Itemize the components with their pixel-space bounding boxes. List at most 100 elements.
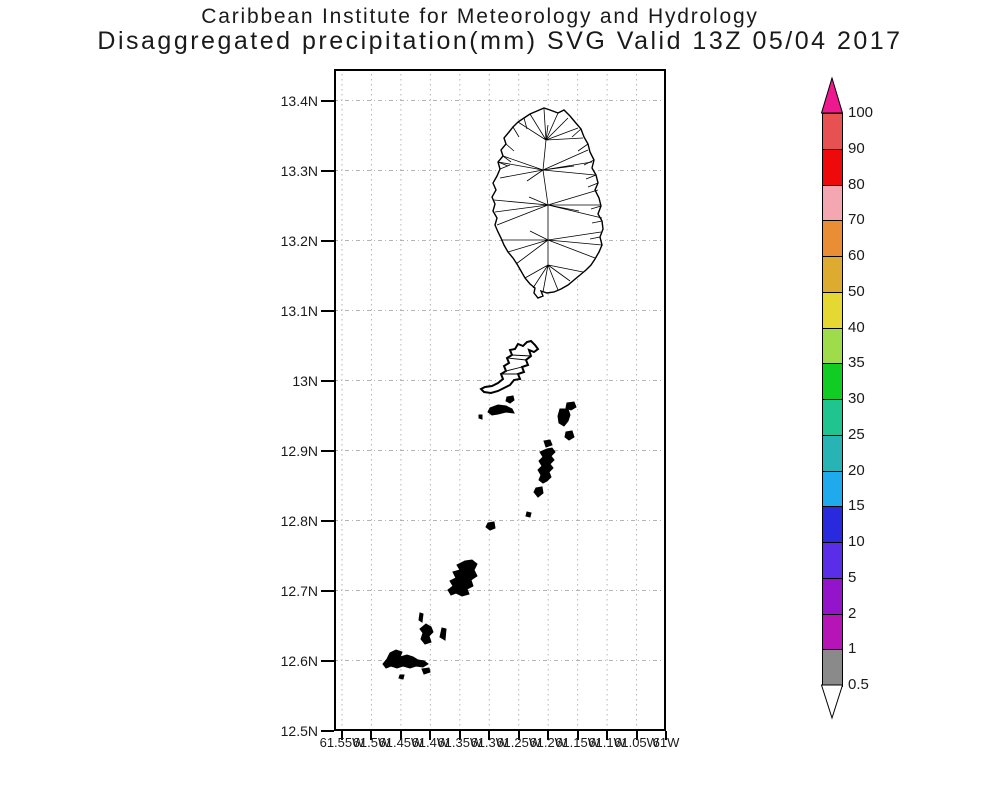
lon-tick-label: 61.05W bbox=[614, 735, 659, 750]
lon-tick bbox=[488, 731, 491, 740]
colorbar bbox=[822, 113, 843, 687]
lat-tick bbox=[321, 169, 334, 172]
colorbar-band bbox=[823, 614, 842, 651]
islet bbox=[478, 414, 483, 420]
lat-tick bbox=[321, 239, 334, 242]
grenadines-islets bbox=[382, 395, 577, 680]
colorbar-band bbox=[823, 507, 842, 543]
islet bbox=[543, 439, 553, 448]
islet bbox=[398, 674, 405, 680]
colorbar-tick-label: 5 bbox=[848, 568, 857, 586]
colorbar-band bbox=[823, 578, 842, 615]
colorbar-tick-label: 60 bbox=[848, 247, 865, 264]
colorbar-band bbox=[823, 471, 842, 508]
lon-tick-label: 61.35W bbox=[437, 735, 483, 750]
lat-tick-label: 12.7N bbox=[280, 582, 318, 599]
lat-tick bbox=[321, 659, 334, 662]
colorbar-band bbox=[823, 114, 842, 150]
lon-tick bbox=[341, 731, 343, 740]
colorbar-tick-label: 20 bbox=[848, 461, 865, 479]
colorbar-tick-label: 2 bbox=[848, 604, 857, 622]
lon-tick bbox=[399, 731, 402, 740]
colorbar-tick-label: 30 bbox=[848, 390, 865, 407]
colorbar-band bbox=[823, 400, 842, 436]
lat-tick-label: 12.8N bbox=[280, 512, 318, 529]
lon-tick bbox=[547, 731, 550, 740]
lon-tick-label: 61.55W bbox=[319, 735, 365, 750]
map-canvas bbox=[334, 69, 666, 731]
st-vincent-island bbox=[491, 107, 604, 299]
lat-tick-label: 13.3N bbox=[280, 162, 318, 179]
colorbar-band bbox=[823, 364, 842, 400]
islet bbox=[564, 430, 575, 441]
colorbar-tick-label: 80 bbox=[848, 175, 865, 193]
lon-tick-label: 61.5W bbox=[352, 735, 391, 750]
lat-tick bbox=[321, 99, 334, 102]
colorbar-tick-label: 1 bbox=[848, 640, 857, 658]
colorbar-tick-label: 50 bbox=[848, 282, 865, 300]
battowia-islet bbox=[565, 401, 577, 411]
colorbar-band bbox=[823, 185, 842, 222]
product-title: Disaggregated precipitation(mm) SVG Vali… bbox=[97, 27, 903, 55]
petit-nevis-islet bbox=[505, 395, 515, 404]
lon-tick bbox=[606, 731, 609, 740]
colorbar-band bbox=[823, 292, 842, 329]
lat-tick-label: 13.1N bbox=[280, 302, 318, 319]
colorbar-band bbox=[823, 650, 842, 686]
lat-tick bbox=[321, 309, 334, 312]
islet bbox=[533, 486, 544, 498]
lat-tick-label: 12.5N bbox=[280, 722, 318, 739]
lon-tick-label: 61.3W bbox=[470, 735, 509, 750]
colorbar-tick-label: 10 bbox=[848, 533, 865, 550]
lat-tick bbox=[321, 589, 334, 592]
lon-tick bbox=[664, 731, 667, 740]
lon-tick-label: 61.45W bbox=[378, 735, 424, 750]
lon-tick-label: 61.15W bbox=[555, 735, 601, 750]
lat-tick bbox=[321, 519, 334, 522]
colorbar-tick-label: 0.5 bbox=[848, 676, 869, 693]
colorbar-tick-label: 15 bbox=[848, 497, 865, 515]
lat-tick-label: 13.2N bbox=[280, 232, 318, 249]
islet bbox=[485, 521, 496, 531]
colorbar-band bbox=[823, 435, 842, 472]
colorbar-tick-label: 100 bbox=[848, 104, 874, 121]
union-island-islet bbox=[382, 649, 429, 669]
colorbar-tick-label: 70 bbox=[848, 211, 865, 229]
lon-tick bbox=[370, 731, 373, 740]
bequia-island bbox=[479, 339, 540, 395]
colorbar-band bbox=[823, 149, 842, 186]
lon-tick bbox=[635, 731, 638, 740]
lat-tick bbox=[321, 729, 334, 732]
colorbar-tick-label: 35 bbox=[848, 354, 865, 372]
lon-tick-label: 61.25W bbox=[496, 735, 542, 750]
lon-tick-label: 61W bbox=[652, 735, 680, 750]
colorbar-tick-label: 90 bbox=[848, 139, 865, 157]
lat-tick bbox=[321, 379, 334, 382]
colorbar-under-arrow bbox=[821, 684, 843, 720]
islet bbox=[421, 667, 431, 675]
lon-tick-label: 61.4W bbox=[411, 735, 450, 750]
baliceaux-islet bbox=[557, 408, 571, 427]
isle-a-quatre-islet bbox=[487, 404, 515, 416]
lat-tick-label: 12.6N bbox=[280, 652, 318, 669]
mayreau-islet bbox=[419, 623, 434, 645]
lon-tick-label: 61.2W bbox=[529, 735, 567, 750]
lon-tick bbox=[576, 731, 579, 740]
colorbar-tick-label: 25 bbox=[848, 425, 865, 443]
lat-tick-label: 13N bbox=[292, 372, 318, 389]
lon-tick bbox=[458, 731, 461, 740]
colorbar-band bbox=[823, 257, 842, 293]
canouan-islet bbox=[447, 559, 478, 597]
colorbar-band bbox=[823, 221, 842, 257]
colorbar-band bbox=[823, 543, 842, 579]
lat-tick-label: 12.9N bbox=[280, 442, 318, 459]
institute-title: Caribbean Institute for Meteorology and … bbox=[201, 5, 759, 28]
lat-tick-label: 13.4N bbox=[280, 92, 318, 109]
watershed-lines bbox=[493, 108, 603, 293]
colorbar-over-arrow bbox=[821, 77, 843, 114]
colorbar-band bbox=[823, 328, 842, 365]
islet bbox=[418, 612, 424, 623]
lon-tick bbox=[517, 731, 520, 740]
islet bbox=[439, 627, 447, 641]
